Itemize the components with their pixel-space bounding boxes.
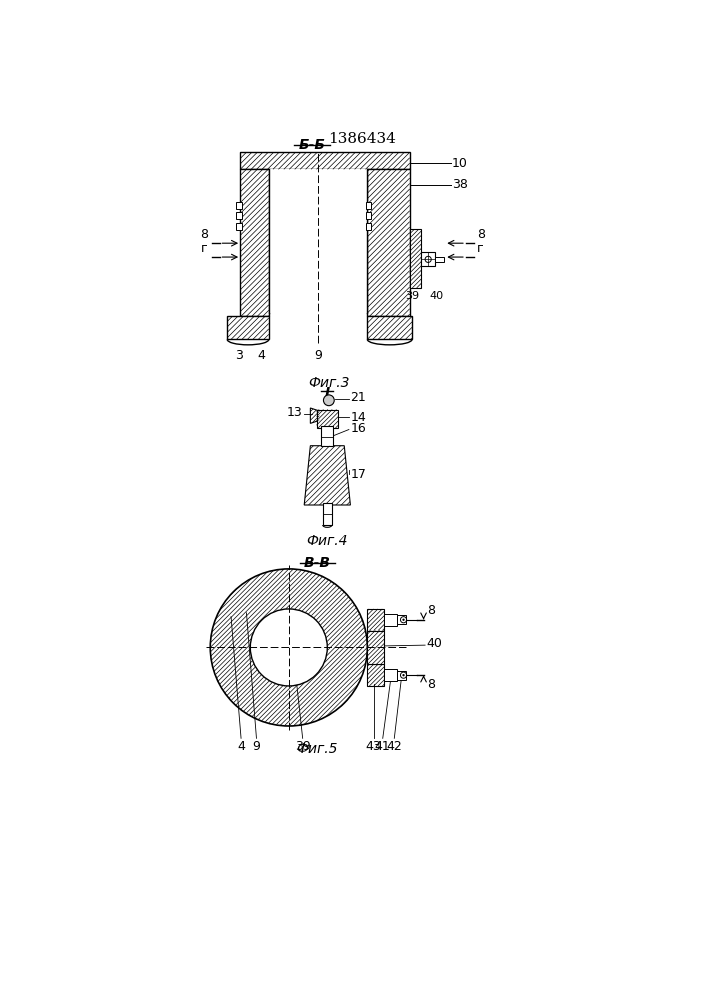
Bar: [421, 252, 435, 266]
Text: 41: 41: [375, 740, 390, 753]
Text: 21: 21: [351, 391, 366, 404]
Text: 9: 9: [252, 740, 260, 753]
Text: 39: 39: [405, 291, 419, 301]
Bar: [385, 614, 397, 626]
Bar: [366, 202, 371, 209]
Bar: [321, 426, 334, 446]
Circle shape: [324, 395, 334, 406]
Bar: [240, 152, 409, 169]
Text: Б-Б: Б-Б: [298, 138, 325, 152]
Bar: [409, 229, 421, 288]
Text: 8: 8: [200, 228, 208, 241]
Text: 43: 43: [366, 740, 381, 753]
Text: В-В: В-В: [304, 556, 331, 570]
Bar: [368, 169, 409, 316]
Polygon shape: [310, 408, 320, 423]
Bar: [366, 212, 371, 219]
Text: 8: 8: [426, 678, 435, 691]
Bar: [317, 410, 338, 428]
Text: 4: 4: [237, 740, 245, 753]
Text: 1386434: 1386434: [328, 132, 396, 146]
Bar: [435, 257, 444, 262]
Bar: [368, 631, 385, 664]
Bar: [236, 202, 242, 209]
Circle shape: [402, 619, 404, 621]
Text: 9: 9: [314, 349, 322, 362]
Text: 10: 10: [452, 157, 468, 170]
Bar: [236, 223, 242, 230]
Text: 42: 42: [387, 740, 402, 753]
Bar: [227, 316, 269, 339]
Text: 14: 14: [351, 411, 366, 424]
Text: Фиг.4: Фиг.4: [307, 534, 348, 548]
Bar: [236, 212, 242, 219]
Text: 16: 16: [351, 422, 366, 434]
Text: 17: 17: [351, 468, 366, 481]
Circle shape: [402, 674, 404, 676]
Circle shape: [250, 609, 327, 686]
Text: 40: 40: [426, 637, 443, 650]
Bar: [368, 609, 385, 631]
Bar: [385, 669, 397, 681]
Bar: [366, 223, 371, 230]
Polygon shape: [304, 446, 351, 505]
Bar: [368, 316, 412, 339]
Text: Фиг.3: Фиг.3: [308, 376, 349, 390]
Text: 38: 38: [452, 178, 468, 191]
Text: 8: 8: [426, 604, 435, 617]
Text: I: I: [325, 386, 330, 400]
Text: г: г: [477, 242, 484, 255]
Bar: [269, 169, 368, 312]
Text: 4: 4: [257, 349, 265, 362]
Text: Фиг.5: Фиг.5: [296, 742, 338, 756]
Text: 39: 39: [295, 740, 310, 753]
Bar: [322, 503, 332, 525]
Text: 13: 13: [287, 406, 303, 419]
Text: 40: 40: [429, 291, 443, 301]
Text: 8: 8: [477, 228, 485, 241]
Text: г: г: [201, 242, 208, 255]
Bar: [240, 169, 269, 316]
Text: 3: 3: [235, 349, 243, 362]
Circle shape: [210, 569, 368, 726]
Bar: [368, 664, 385, 686]
Bar: [397, 615, 406, 624]
Bar: [397, 671, 406, 680]
